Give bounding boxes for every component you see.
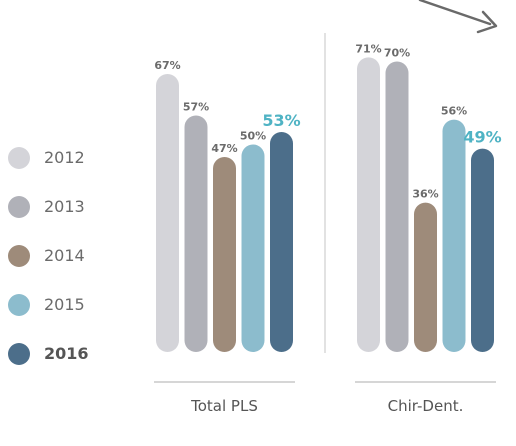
- value-label-totalpls-2015: 50%: [240, 130, 266, 143]
- trend-arrow-head-icon: [476, 10, 498, 34]
- legend-label-2015: 2015: [44, 295, 85, 314]
- legend-label-2013: 2013: [44, 197, 85, 216]
- trend-arrow-icon: [418, 0, 492, 26]
- legend-item-2016: 2016: [8, 329, 128, 378]
- category-label-chirdent: Chir-Dent.: [388, 397, 464, 415]
- chart-decorations: [154, 0, 498, 383]
- legend-swatch-2014: [8, 244, 30, 267]
- legend-label-2012: 2012: [44, 148, 85, 167]
- bar-chirdent-2013: [385, 61, 409, 352]
- value-label-chirdent-2012: 71%: [355, 42, 381, 55]
- bar-chirdent-2012: [357, 57, 380, 352]
- legend-swatch-2013: [8, 195, 30, 218]
- legend-label-2014: 2014: [44, 246, 85, 265]
- legend-item-2014: 2014: [8, 231, 128, 280]
- legend-item-2015: 2015: [8, 280, 128, 329]
- bar-chirdent-2015: [442, 119, 466, 352]
- category-label-totalpls: Total PLS: [190, 397, 258, 415]
- category-labels-layer: Total PLS Chir-Dent.: [190, 397, 463, 415]
- value-labels-layer: 67% 57% 47%50%53% 71% 70% 36% 56% 49%: [154, 42, 501, 200]
- value-label-chirdent-2013: 70%: [384, 47, 410, 60]
- legend-item-2012: 2012: [8, 133, 128, 182]
- value-label-totalpls-2012: 67%: [154, 59, 180, 72]
- value-label-chirdent-2015: 56%: [441, 105, 467, 118]
- bars-layer: [156, 57, 494, 352]
- legend-swatch-2015: [8, 293, 30, 316]
- legend-item-2013: 2013: [8, 182, 128, 231]
- bar-chirdent-2014: [414, 202, 437, 352]
- value-label-totalpls-2013: 57%: [183, 100, 209, 113]
- bar-totalpls-2013: [184, 115, 208, 352]
- legend-swatch-2012: [8, 146, 30, 169]
- bar-totalpls-2015: [241, 144, 265, 352]
- bar-chirdent-2016: [471, 148, 494, 352]
- bar-totalpls-2016: [270, 132, 293, 352]
- legend-swatch-2016: [8, 342, 30, 365]
- legend-label-2016: 2016: [44, 344, 89, 363]
- value-label-totalpls-2016: 53%: [262, 111, 300, 130]
- bar-totalpls-2014: [213, 156, 236, 352]
- value-label-totalpls-2014: 47%: [211, 142, 237, 155]
- bar-totalpls-2012: [156, 73, 179, 352]
- value-label-chirdent-2016: 49%: [463, 128, 501, 147]
- value-label-chirdent-2014: 36%: [412, 188, 438, 201]
- legend: 2012 2013 2014 2015 2016: [8, 133, 128, 378]
